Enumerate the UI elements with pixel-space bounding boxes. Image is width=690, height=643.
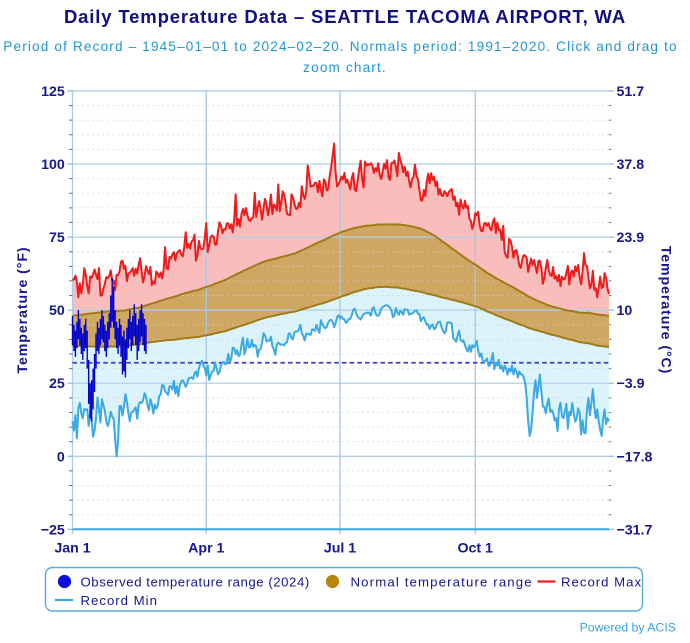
svg-text:−31.7: −31.7 [617,522,653,538]
svg-text:50: 50 [49,303,65,319]
svg-text:Powered by ACIS: Powered by ACIS [580,621,676,635]
svg-text:51.7: 51.7 [617,84,645,100]
svg-text:Temperature (°F): Temperature (°F) [15,246,31,373]
svg-text:Normal temperature range: Normal temperature range [351,574,533,589]
svg-text:Daily Temperature Data – SEATT: Daily Temperature Data – SEATTLE TACOMA … [64,6,626,27]
svg-text:zoom chart.: zoom chart. [303,60,387,75]
svg-text:Observed temperature range (20: Observed temperature range (2024) [81,574,310,589]
svg-text:Jul 1: Jul 1 [324,541,356,557]
svg-text:Record Max: Record Max [561,574,642,589]
svg-text:23.9: 23.9 [617,230,645,246]
svg-text:0: 0 [57,449,65,465]
svg-text:−3.9: −3.9 [617,376,645,392]
svg-text:Jan 1: Jan 1 [54,541,90,557]
svg-text:25: 25 [49,376,65,392]
svg-text:Period of Record – 1945–01–01: Period of Record – 1945–01–01 to 2024–02… [3,39,677,54]
svg-text:Oct 1: Oct 1 [457,541,493,557]
svg-text:−17.8: −17.8 [617,449,653,465]
svg-text:Temperature (°C): Temperature (°C) [658,246,674,375]
svg-text:100: 100 [41,157,65,173]
svg-text:−25: −25 [41,522,65,538]
svg-text:Apr 1: Apr 1 [188,541,224,557]
svg-text:37.8: 37.8 [617,157,645,173]
svg-text:75: 75 [49,230,65,246]
svg-text:125: 125 [41,84,65,100]
svg-text:10: 10 [617,303,633,319]
svg-text:Record Min: Record Min [81,593,158,608]
